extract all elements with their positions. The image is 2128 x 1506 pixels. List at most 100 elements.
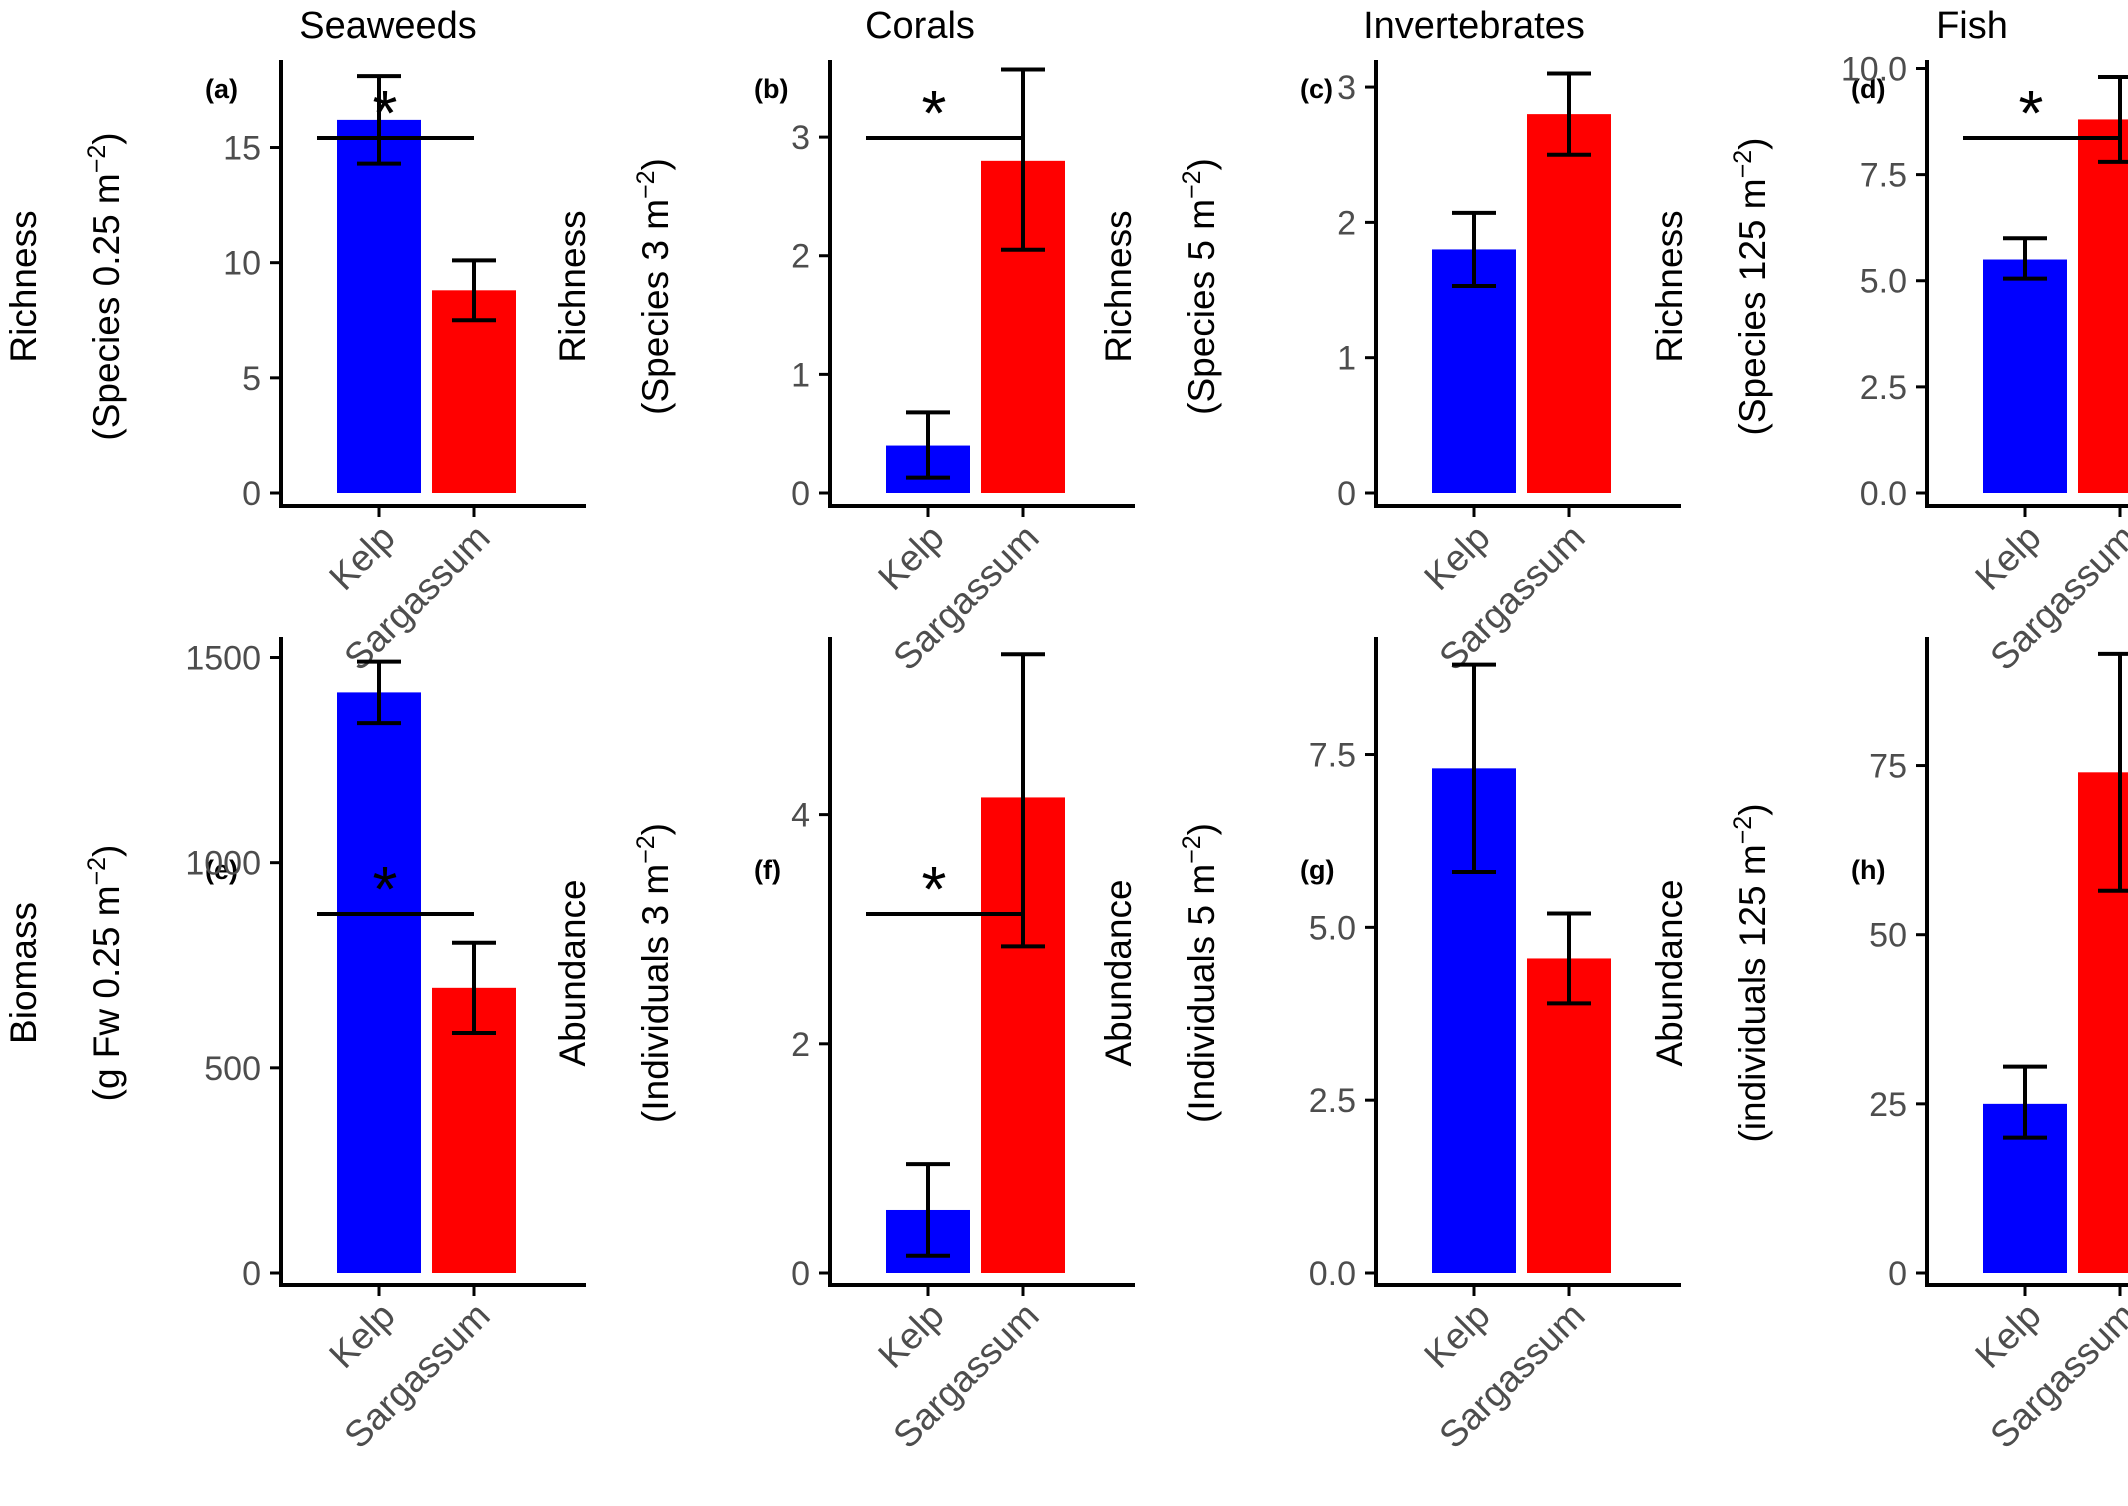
panel-a: (a)Richness (Species 0.25 m−2)051015KelpS… bbox=[3, 60, 586, 678]
error-bar-kelp bbox=[2003, 1064, 2047, 1140]
error-bar-sargassum bbox=[452, 258, 496, 323]
x-tick-label-kelp: Kelp bbox=[1967, 517, 2048, 598]
y-tick-label: 0 bbox=[242, 475, 261, 513]
bar-sargassum bbox=[432, 987, 516, 1273]
y-tick-label: 0 bbox=[242, 1255, 261, 1293]
bar-kelp bbox=[1983, 259, 2067, 493]
y-tick-label: 1500 bbox=[185, 640, 261, 678]
y-tick-label: 2.5 bbox=[1309, 1082, 1356, 1120]
error-bar-sargassum bbox=[2098, 74, 2128, 164]
error-bar-sargassum bbox=[1001, 67, 1045, 252]
y-tick-label: 1000 bbox=[185, 845, 261, 883]
error-bar-kelp bbox=[1452, 210, 1496, 288]
column-title-invertebrates: Invertebrates bbox=[1363, 5, 1585, 47]
error-bar-sargassum bbox=[2098, 651, 2128, 893]
error-bar-kelp bbox=[1452, 662, 1496, 875]
panels: (a)Richness (Species 0.25 m−2)051015KelpS… bbox=[3, 50, 2128, 1456]
y-axis-label-unit: (Species 5 m−2) bbox=[1178, 158, 1222, 415]
y-tick-label: 500 bbox=[204, 1050, 261, 1088]
y-axis-label-unit: (Species 0.25 m−2) bbox=[83, 132, 127, 440]
y-tick-label: 0 bbox=[1888, 1255, 1907, 1293]
y-tick-label: 1 bbox=[1337, 340, 1356, 378]
significance-marker: * bbox=[373, 77, 398, 149]
x-tick-label-kelp: Kelp bbox=[1967, 1295, 2048, 1376]
column-title-fish: Fish bbox=[1936, 5, 2008, 47]
x-tick-label-kelp: Kelp bbox=[321, 1295, 402, 1376]
error-bar-kelp bbox=[906, 1162, 950, 1258]
panel-label: (c) bbox=[1300, 74, 1333, 104]
panel-label: (e) bbox=[205, 855, 238, 885]
y-tick-label: 75 bbox=[1869, 748, 1907, 786]
y-tick-label: 5 bbox=[242, 360, 261, 398]
y-axis-label-measure: Biomass bbox=[3, 902, 44, 1044]
panel-f: (f)Abundance (Individuals 3 m−2)024KelpSa… bbox=[552, 637, 1135, 1456]
error-bar-kelp bbox=[906, 410, 950, 480]
panel-label: (f) bbox=[754, 855, 781, 885]
error-bar-kelp bbox=[357, 659, 401, 726]
y-axis-label-measure: Abundance bbox=[1098, 879, 1139, 1066]
panel-label: (a) bbox=[205, 74, 238, 104]
y-tick-label: 0 bbox=[791, 475, 810, 513]
x-tick-label-kelp: Kelp bbox=[321, 517, 402, 598]
y-axis-label-unit: (Species 3 m−2) bbox=[632, 158, 676, 415]
error-bar-sargassum bbox=[1547, 911, 1591, 1006]
y-axis-label-unit: (Species 125 m−2) bbox=[1729, 138, 1773, 436]
x-tick-label-kelp: Kelp bbox=[870, 517, 951, 598]
error-bar-sargassum bbox=[1547, 71, 1591, 157]
error-bar-sargassum bbox=[1001, 652, 1045, 949]
y-axis-label-unit: (Individuals 3 m−2) bbox=[632, 823, 676, 1123]
column-titles: Seaweeds Corals Invertebrates Fish bbox=[299, 5, 2008, 47]
y-tick-label: 5.0 bbox=[1860, 263, 1907, 301]
y-tick-label: 10 bbox=[223, 245, 261, 283]
panel-label: (g) bbox=[1300, 855, 1334, 885]
bar-kelp bbox=[337, 119, 421, 493]
bar-sargassum bbox=[432, 290, 516, 493]
y-tick-label: 2.5 bbox=[1860, 369, 1907, 407]
y-tick-label: 50 bbox=[1869, 917, 1907, 955]
y-tick-label: 7.5 bbox=[1860, 157, 1907, 195]
significance-marker: * bbox=[922, 853, 947, 925]
y-axis-label-measure: Abundance bbox=[1649, 879, 1690, 1066]
panel-c: (c)Richness (Species 5 m−2)0123KelpSargas… bbox=[1098, 60, 1681, 678]
bar-kelp bbox=[1432, 249, 1516, 493]
significance-marker: * bbox=[2019, 77, 2044, 149]
y-tick-label: 0 bbox=[791, 1255, 810, 1293]
x-tick-label-kelp: Kelp bbox=[1416, 1295, 1497, 1376]
y-axis-label-measure: Richness bbox=[1649, 210, 1690, 362]
y-tick-label: 3 bbox=[1337, 69, 1356, 107]
bar-sargassum bbox=[1527, 114, 1611, 493]
y-tick-label: 5.0 bbox=[1309, 909, 1356, 947]
y-tick-label: 10.0 bbox=[1841, 50, 1907, 88]
panel-label: (d) bbox=[1851, 74, 1885, 104]
y-axis-label-measure: Richness bbox=[552, 210, 593, 362]
significance-marker: * bbox=[373, 853, 398, 925]
y-tick-label: 1 bbox=[791, 356, 810, 394]
y-axis-label-unit: (individuals 125 m−2) bbox=[1729, 803, 1773, 1142]
y-tick-label: 2 bbox=[1337, 204, 1356, 242]
y-axis-label-measure: Richness bbox=[1098, 210, 1139, 362]
y-axis-label-unit: (g Fw 0.25 m−2) bbox=[83, 845, 127, 1102]
column-title-seaweeds: Seaweeds bbox=[299, 5, 476, 47]
panel-b: (b)Richness (Species 3 m−2)0123KelpSargas… bbox=[552, 60, 1135, 678]
panel-d: (d) Richness (Species 125 m−2) 0.0 2.5 5.0 7.5… bbox=[1649, 50, 2128, 678]
error-bar-sargassum bbox=[452, 940, 496, 1035]
panel-h: (h) Abundance (individuals 125 m−2) 0 25 50 75… bbox=[1649, 637, 2128, 1456]
y-tick-label: 2 bbox=[791, 238, 810, 276]
y-tick-label: 15 bbox=[223, 130, 261, 168]
column-title-corals: Corals bbox=[865, 5, 975, 47]
x-tick-label-kelp: Kelp bbox=[870, 1295, 951, 1376]
panel-e: (e) Biomass (g Fw 0.25 m−2) 0 500 1000 1500 Kel… bbox=[3, 637, 586, 1456]
y-axis-label-measure: Richness bbox=[3, 210, 44, 362]
error-bar-kelp bbox=[2003, 236, 2047, 281]
significance-marker: * bbox=[922, 77, 947, 149]
y-tick-label: 0 bbox=[1337, 475, 1356, 513]
panel-label: (h) bbox=[1851, 855, 1885, 885]
bar-sargassum bbox=[1527, 958, 1611, 1273]
y-tick-label: 2 bbox=[791, 1026, 810, 1064]
y-axis-label-unit: (Individuals 5 m−2) bbox=[1178, 823, 1222, 1123]
error-bar-kelp bbox=[357, 74, 401, 166]
bar-kelp bbox=[337, 692, 421, 1273]
y-axis-label-measure: Abundance bbox=[552, 879, 593, 1066]
y-tick-label: 3 bbox=[791, 119, 810, 157]
